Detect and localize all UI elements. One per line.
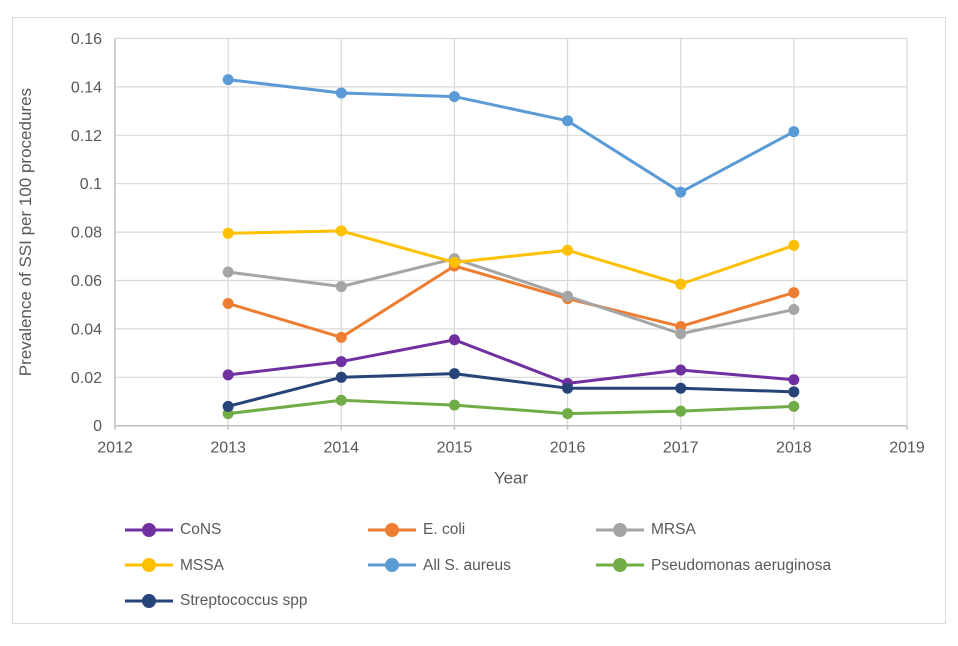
data-point-all-s-aureus — [448, 91, 460, 103]
series-line-cons — [226, 338, 796, 385]
data-point-mrsa — [222, 266, 234, 278]
legend-item-e-coli: E. coli — [368, 522, 596, 538]
data-point-mssa — [335, 225, 347, 237]
data-point-all-s-aureus — [335, 87, 347, 99]
data-point-streptococcus-spp — [448, 368, 460, 380]
data-point-cons — [335, 356, 347, 368]
series-line-e-coli — [226, 264, 796, 339]
x-tick-label: 2012 — [97, 440, 133, 457]
legend-label: MSSA — [180, 556, 224, 574]
chart-figure — [12, 17, 946, 624]
x-axis-title: Year — [494, 469, 529, 488]
data-point-e-coli — [788, 287, 800, 299]
y-tick-label: 0 — [93, 418, 102, 435]
series-line-pseudomonas-aeruginosa — [226, 398, 796, 416]
legend-marker-pseudomonas-aeruginosa — [596, 558, 644, 573]
data-point-pseudomonas-aeruginosa — [562, 408, 574, 420]
x-tick-label: 2017 — [663, 440, 699, 457]
data-point-streptococcus-spp — [788, 386, 800, 398]
data-point-cons — [222, 369, 234, 381]
legend-label: Streptococcus spp — [180, 592, 308, 609]
y-axis-title: Prevalence of SSI per 100 procedures — [16, 88, 35, 376]
legend-marker-mrsa — [596, 522, 644, 537]
x-tick-label: 2013 — [210, 440, 246, 457]
data-point-all-s-aureus — [788, 126, 800, 138]
legend-label: All S. aureus — [423, 556, 511, 574]
data-point-cons — [448, 334, 460, 346]
x-tick-label: 2015 — [437, 440, 473, 457]
legend-label: CoNS — [180, 521, 222, 538]
y-tick-label: 0.1 — [80, 176, 102, 193]
data-point-pseudomonas-aeruginosa — [788, 400, 800, 412]
data-point-mrsa — [335, 281, 347, 293]
data-point-mrsa — [788, 304, 800, 316]
data-point-streptococcus-spp — [675, 382, 687, 394]
chart-legend: CoNS E. coli MRSA MSSA All S. aureus Pseudomo… — [125, 512, 885, 619]
data-point-pseudomonas-aeruginosa — [675, 405, 687, 417]
x-tick-label: 2019 — [889, 440, 925, 457]
series-line-mrsa — [226, 257, 796, 336]
x-tick-label: 2018 — [776, 440, 812, 457]
legend-item-mrsa: MRSA — [596, 522, 885, 538]
y-tick-label: 0.02 — [71, 370, 102, 387]
x-tick-label: 2014 — [323, 440, 359, 457]
legend-item-all-s-aureus: All S. aureus — [368, 557, 596, 573]
data-point-mssa — [788, 239, 800, 251]
legend-item-mssa: MSSA — [125, 557, 368, 573]
data-point-mssa — [448, 256, 460, 268]
data-point-streptococcus-spp — [562, 382, 574, 394]
x-tick-label: 2016 — [550, 440, 586, 457]
data-point-e-coli — [335, 331, 347, 343]
legend-marker-streptococcus-spp — [125, 593, 173, 608]
legend-marker-mssa — [125, 558, 173, 573]
legend-item-streptococcus-spp: Streptococcus spp — [125, 593, 368, 609]
y-tick-label: 0.12 — [71, 128, 102, 145]
data-point-all-s-aureus — [222, 74, 234, 86]
legend-marker-cons — [125, 522, 173, 537]
legend-marker-e-coli — [368, 522, 416, 537]
y-tick-label: 0.14 — [71, 79, 102, 96]
y-tick-label: 0.04 — [71, 321, 102, 338]
data-point-mssa — [222, 227, 234, 239]
legend-label: Pseudomonas aeruginosa — [651, 556, 832, 574]
data-point-pseudomonas-aeruginosa — [448, 399, 460, 411]
data-point-all-s-aureus — [675, 186, 687, 198]
data-point-cons — [788, 374, 800, 386]
series-line-streptococcus-spp — [226, 372, 796, 408]
legend-item-cons: CoNS — [125, 522, 368, 538]
data-point-all-s-aureus — [562, 115, 574, 127]
data-point-mrsa — [562, 290, 574, 302]
y-tick-label: 0.06 — [71, 273, 102, 290]
legend-item-pseudomonas-aeruginosa: Pseudomonas aeruginosa — [596, 557, 885, 573]
legend-marker-all-s-aureus — [368, 558, 416, 573]
data-point-mssa — [562, 244, 574, 256]
series-line-all-s-aureus — [226, 78, 796, 194]
y-tick-label: 0.08 — [71, 225, 102, 242]
y-tick-label: 0.16 — [71, 31, 102, 48]
legend-label: E. coli — [423, 521, 466, 538]
series-line-mssa — [226, 229, 796, 286]
data-point-streptococcus-spp — [335, 371, 347, 383]
data-point-pseudomonas-aeruginosa — [335, 394, 347, 406]
data-point-mssa — [675, 278, 687, 290]
data-point-cons — [675, 364, 687, 376]
legend-label: MRSA — [651, 521, 696, 538]
data-point-mrsa — [675, 328, 687, 340]
data-point-e-coli — [222, 297, 234, 309]
data-point-streptococcus-spp — [222, 400, 234, 412]
